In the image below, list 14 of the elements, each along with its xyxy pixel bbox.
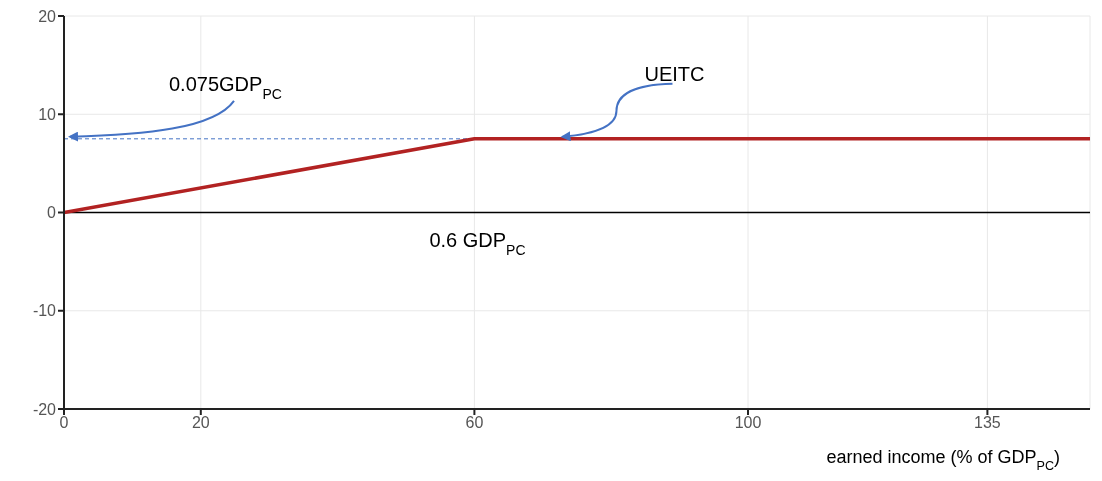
annotation: UEITC: [644, 62, 705, 85]
y-tick-label: -20: [32, 400, 57, 418]
x-tick-label: 0: [59, 414, 69, 432]
y-tick-label: 10: [38, 105, 57, 123]
annotation: 0.6 GDP$_{PC}$: [429, 228, 526, 258]
y-tick-label: 0: [47, 204, 57, 222]
y-tick-label: 20: [38, 7, 57, 25]
annotation: 0.075GDP$_{PC}$: [169, 72, 282, 102]
y-tick-label: -10: [32, 302, 57, 320]
x-tick-label: 60: [465, 414, 484, 432]
x-tick-label: 20: [191, 414, 210, 432]
x-tick-label: 135: [974, 414, 1001, 432]
x-tick-label: 100: [734, 414, 762, 432]
x-axis-title: earned income (% of GDP$_{PC}$): [826, 447, 1060, 473]
